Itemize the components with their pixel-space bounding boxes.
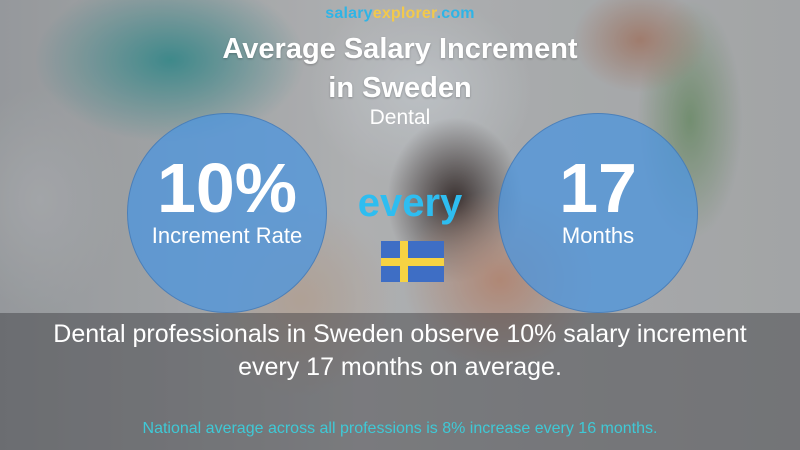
period-label: Months xyxy=(561,223,635,248)
increment-rate-value: 10% xyxy=(156,149,298,227)
period-value: 17 xyxy=(559,149,637,227)
brand-logo[interactable]: salaryexplorer.com xyxy=(0,5,800,23)
increment-rate-label: Increment Rate xyxy=(151,223,303,248)
description-band xyxy=(0,313,800,450)
every-connector: every xyxy=(357,181,463,225)
national-average-note: National average across all professions … xyxy=(142,420,658,437)
profession-subtitle: Dental xyxy=(369,106,431,129)
summary-description: Dental professionals in Sweden observe 1… xyxy=(0,318,800,384)
summary-line1: Dental professionals in Sweden observe 1… xyxy=(53,320,747,348)
period-circle: 17 Months xyxy=(498,113,698,313)
brand-part-salary: salary xyxy=(325,5,373,22)
increment-rate-circle: 10% Increment Rate xyxy=(127,113,327,313)
sweden-flag-icon xyxy=(381,241,444,282)
summary-line2: every 17 months on average. xyxy=(238,353,562,381)
brand-part-com: .com xyxy=(436,5,475,22)
flag-cross-vertical xyxy=(400,241,408,282)
page-title-line2: in Sweden xyxy=(328,72,472,104)
flag-cross-horizontal xyxy=(381,258,444,266)
brand-part-explorer: explorer xyxy=(372,5,437,22)
page-title-line1: Average Salary Increment xyxy=(222,33,578,65)
